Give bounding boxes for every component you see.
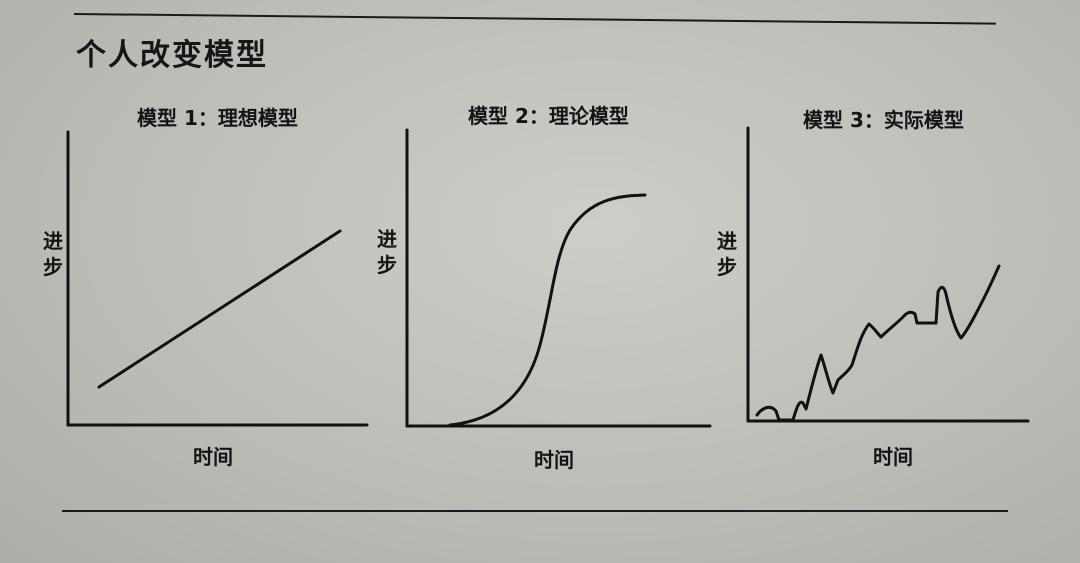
panel-2-xlabel: 时间 bbox=[534, 448, 574, 472]
panel-2-s-curve bbox=[448, 193, 647, 427]
panel-3-title: 模型 3：实际模型 bbox=[803, 108, 964, 132]
panel-3-ylabel: 进步 bbox=[717, 229, 737, 279]
bottom-rule bbox=[62, 510, 1008, 512]
panel-1-xlabel: 时间 bbox=[193, 445, 233, 469]
panel-1-ideal-line bbox=[97, 229, 342, 389]
panel-1-title: 模型 1：理想模型 bbox=[137, 106, 298, 130]
panel-3-actual-curve bbox=[755, 264, 1001, 422]
panel-2-ylabel: 进步 bbox=[377, 227, 397, 277]
panel-1-ylabel: 进步 bbox=[43, 229, 63, 279]
page-heading: 个人改变模型 bbox=[76, 38, 268, 73]
panel-2-title: 模型 2：理论模型 bbox=[468, 104, 629, 128]
panel-3-xlabel: 时间 bbox=[873, 445, 913, 469]
